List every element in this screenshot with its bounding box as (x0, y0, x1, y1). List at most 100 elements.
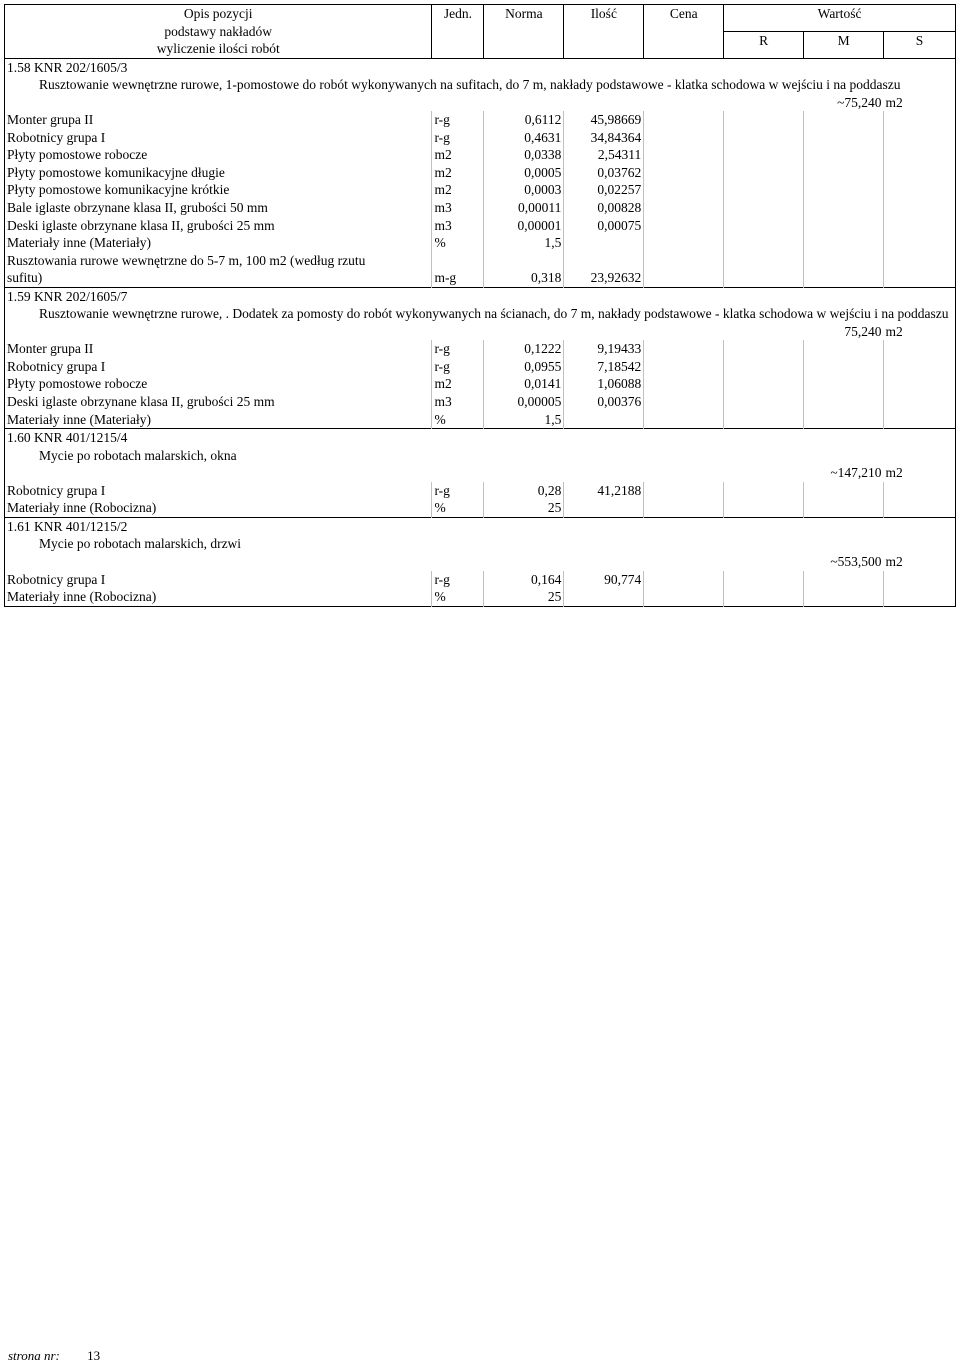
item-row: Rusztowania rurowe wewnętrzne do 5-7 m, … (5, 252, 956, 270)
item-norma: 0,0955 (484, 358, 564, 376)
header-opis-line1: Opis pozycji (184, 6, 253, 21)
section-code: KNR 401/1215/4 (31, 430, 128, 445)
section-title: Rusztowanie wewnętrzne rurowe, 1-pomosto… (5, 76, 956, 94)
item-m (804, 217, 884, 235)
item-row: sufitu)m-g0,31823,92632 (5, 269, 956, 287)
item-row: Materiały inne (Materiały)%1,5 (5, 234, 956, 252)
item-norma: 0,318 (484, 269, 564, 287)
item-cena (644, 146, 724, 164)
item-desc: Materiały inne (Robocizna) (5, 588, 432, 606)
section-qty: ~75,240 (724, 94, 884, 112)
item-cena (644, 340, 724, 358)
item-row: Materiały inne (Robocizna)%25 (5, 588, 956, 606)
item-row: Płyty pomostowe roboczem20,03382,54311 (5, 146, 956, 164)
item-desc-cont: sufitu) (5, 269, 432, 287)
item-desc: Płyty pomostowe komunikacyjne długie (5, 164, 432, 182)
item-norma: 0,164 (484, 571, 564, 589)
section-title-row: Rusztowanie wewnętrzne rurowe, . Dodatek… (5, 305, 956, 323)
item-cena (644, 111, 724, 129)
item-jedn: m2 (432, 375, 484, 393)
item-s (884, 234, 956, 252)
item-jedn: m3 (432, 393, 484, 411)
item-norma: 1,5 (484, 411, 564, 429)
item-m (804, 181, 884, 199)
header-ilosc: Ilość (564, 5, 644, 59)
item-cena (644, 164, 724, 182)
item-cena (644, 217, 724, 235)
item-s (884, 146, 956, 164)
section-qty-row: ~147,210m2 (5, 464, 956, 482)
section-qty-row: 75,240m2 (5, 323, 956, 341)
item-norma: 0,28 (484, 482, 564, 500)
item-s (884, 571, 956, 589)
section-code: KNR 401/1215/2 (31, 519, 128, 534)
item-ilosc: 0,02257 (564, 181, 644, 199)
item-m (804, 199, 884, 217)
item-desc: Rusztowania rurowe wewnętrzne do 5-7 m, … (5, 252, 432, 270)
item-row: Deski iglaste obrzynane klasa II, gruboś… (5, 217, 956, 235)
item-s (884, 482, 956, 500)
item-m (804, 358, 884, 376)
section-unit: m2 (884, 323, 956, 341)
item-r (724, 411, 804, 429)
item-row: Monter grupa IIr-g0,611245,98669 (5, 111, 956, 129)
item-norma: 0,6112 (484, 111, 564, 129)
item-norma: 0,00001 (484, 217, 564, 235)
item-row: Płyty pomostowe komunikacyjne krótkiem2 0… (5, 181, 956, 199)
item-jedn: % (432, 234, 484, 252)
page-footer: strona nr: 13 (8, 1348, 100, 1364)
item-r (724, 217, 804, 235)
item-m (804, 111, 884, 129)
section-unit: m2 (884, 553, 956, 571)
item-jedn: m2 (432, 146, 484, 164)
section-code: KNR 202/1605/3 (31, 60, 128, 75)
item-ilosc: 9,19433 (564, 340, 644, 358)
section-num: 1.59 (7, 289, 31, 304)
footer-page: 13 (63, 1348, 100, 1363)
item-r (724, 393, 804, 411)
item-row: Bale iglaste obrzynane klasa II, grubośc… (5, 199, 956, 217)
item-r (724, 340, 804, 358)
item-jedn: m2 (432, 164, 484, 182)
item-norma: 25 (484, 499, 564, 517)
cost-estimate-table: Opis pozycji podstawy nakładów wyliczeni… (4, 4, 956, 607)
item-desc: Bale iglaste obrzynane klasa II, grubośc… (5, 199, 432, 217)
item-ilosc: 41,2188 (564, 482, 644, 500)
item-norma: 0,0141 (484, 375, 564, 393)
item-m (804, 375, 884, 393)
item-r (724, 234, 804, 252)
header-s: S (884, 31, 956, 58)
item-ilosc (564, 234, 644, 252)
section-header: 1.60 KNR 401/1215/4 (5, 429, 956, 447)
item-desc: Materiały inne (Materiały) (5, 234, 432, 252)
section-unit: m2 (884, 94, 956, 112)
section-title: Mycie po robotach malarskich, drzwi (5, 535, 956, 553)
section-header: 1.58 KNR 202/1605/3 (5, 59, 956, 77)
item-norma: 1,5 (484, 234, 564, 252)
header-r: R (724, 31, 804, 58)
item-norma: 0,00011 (484, 199, 564, 217)
item-m (804, 482, 884, 500)
item-cena (644, 375, 724, 393)
item-desc: Monter grupa II (5, 111, 432, 129)
item-norma: 0,0338 (484, 146, 564, 164)
item-jedn: r-g (432, 111, 484, 129)
item-row: Płyty pomostowe komunikacyjne długiem20,… (5, 164, 956, 182)
item-r (724, 482, 804, 500)
item-m (804, 340, 884, 358)
item-desc: Deski iglaste obrzynane klasa II, gruboś… (5, 393, 432, 411)
item-ilosc (564, 588, 644, 606)
item-m (804, 393, 884, 411)
item-jedn: r-g (432, 340, 484, 358)
section-num: 1.61 (7, 519, 31, 534)
item-desc: Deski iglaste obrzynane klasa II, gruboś… (5, 217, 432, 235)
section-qty: 75,240 (724, 323, 884, 341)
item-cena (644, 482, 724, 500)
item-cena (644, 129, 724, 147)
item-jedn: m2 (432, 181, 484, 199)
item-m (804, 588, 884, 606)
item-r (724, 199, 804, 217)
item-desc: Płyty pomostowe komunikacyjne krótkie (5, 181, 432, 199)
item-desc: Robotnicy grupa I (5, 571, 432, 589)
item-row: Robotnicy grupa Ir-g0,09557,18542 (5, 358, 956, 376)
